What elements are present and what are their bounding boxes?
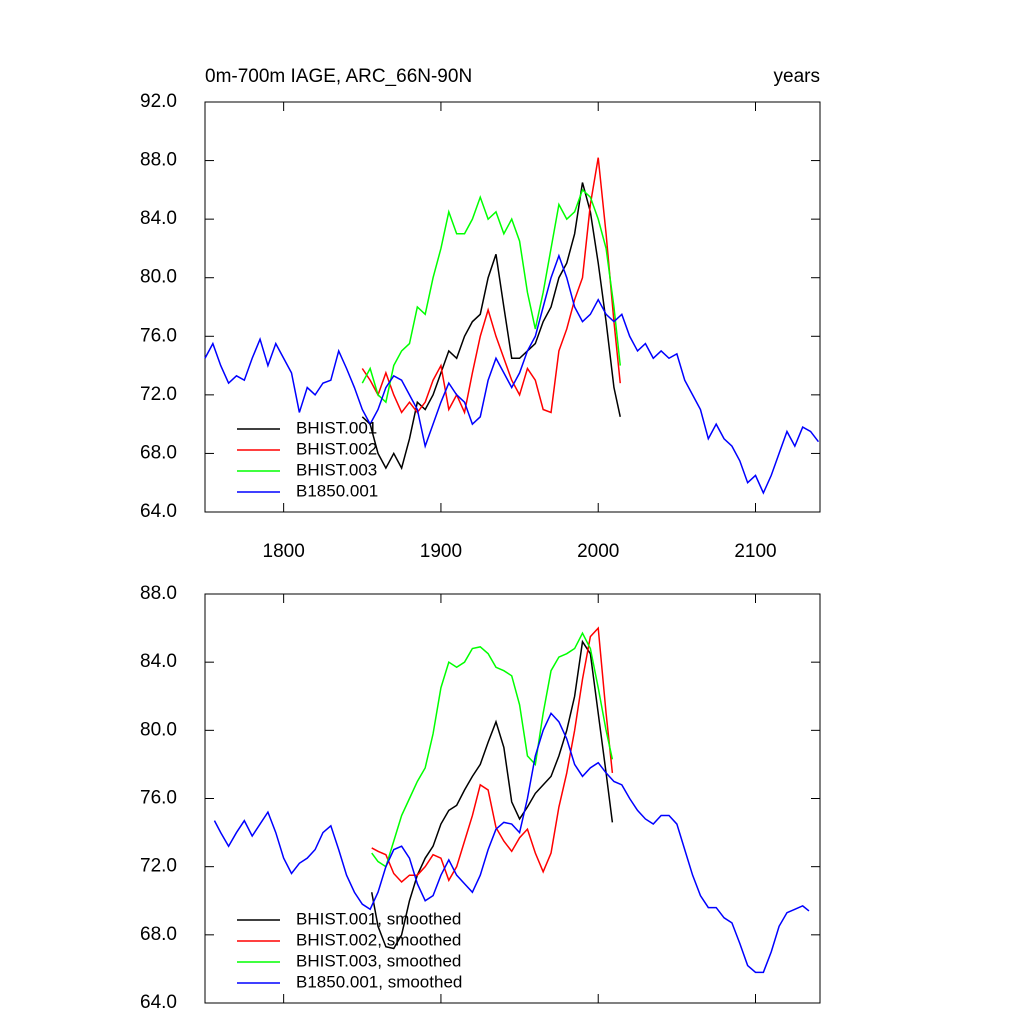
y-tick-label: 88.0 (140, 150, 177, 171)
legend-label: BHIST.003 (296, 460, 377, 479)
series-line (361, 182, 621, 471)
series-line (361, 188, 621, 404)
y-tick-label: 72.0 (140, 384, 177, 405)
y-tick-label: 80.0 (140, 719, 177, 740)
y-tick-label: 64.0 (140, 992, 177, 1013)
y-tick-label: 76.0 (140, 788, 177, 809)
series-line (371, 631, 614, 868)
series-line (370, 639, 614, 950)
y-tick-label: 72.0 (140, 856, 177, 877)
y-tick-label: 76.0 (140, 325, 177, 346)
y-tick-label: 84.0 (140, 651, 177, 672)
series-line (361, 157, 621, 415)
y-tick-label: 88.0 (140, 583, 177, 604)
y-tick-label: 80.0 (140, 267, 177, 288)
y-tick-label: 64.0 (140, 501, 177, 522)
chart-title: 0m-700m IAGE, ARC_66N-90N (205, 66, 472, 87)
x-tick-label: 1900 (420, 541, 462, 562)
legend-label: B1850.001, smoothed (296, 972, 462, 991)
legend-label: BHIST.002 (296, 439, 377, 458)
y-tick-label: 92.0 (140, 91, 177, 112)
legend-label: BHIST.003, smoothed (296, 951, 461, 970)
series-line (371, 626, 614, 884)
y-tick-label: 68.0 (140, 442, 177, 463)
legend-label: B1850.001 (296, 481, 378, 500)
x-tick-label: 2000 (577, 541, 619, 562)
y-tick-label: 68.0 (140, 924, 177, 945)
series-line (204, 253, 820, 495)
legend-label: BHIST.001 (296, 418, 377, 437)
units-label: years (774, 66, 820, 87)
series-line (213, 711, 810, 974)
y-tick-label: 84.0 (140, 208, 177, 229)
x-tick-label: 2100 (734, 541, 776, 562)
legend-label: BHIST.001, smoothed (296, 909, 461, 928)
x-tick-label: 1800 (263, 541, 305, 562)
legend-label: BHIST.002, smoothed (296, 930, 461, 949)
plot-frame (204, 101, 821, 513)
